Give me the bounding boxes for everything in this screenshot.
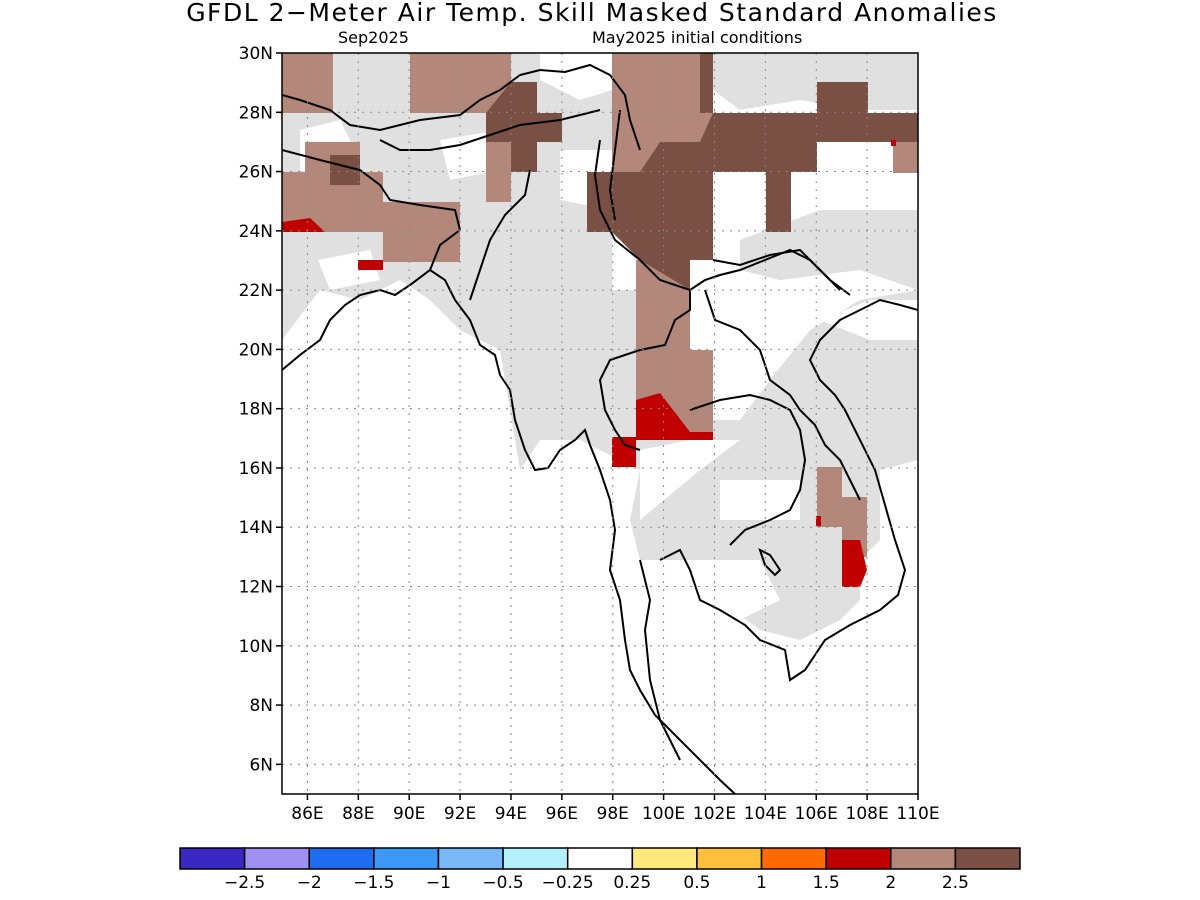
lat-tick-label: 28N [239, 103, 273, 123]
lon-tick-label: 88E [342, 804, 374, 824]
colorbar-label: 2.5 [942, 873, 969, 893]
colorbar-label: 2 [885, 873, 896, 893]
colorbar-swatch [243, 847, 310, 870]
lat-tick-label: 8N [249, 696, 273, 716]
colorbar-swatch [179, 847, 246, 870]
colorbar-swatch [825, 847, 892, 870]
colorbar-swatch [631, 847, 698, 870]
lon-tick-label: 94E [495, 804, 527, 824]
lat-tick-label: 22N [239, 281, 273, 301]
anomaly-1.5-to-2 [282, 140, 896, 587]
anomaly-above-2.5 [330, 53, 918, 290]
latitude-axis: 30N 28N 26N 24N 22N 20N 18N 16N 14N 12N 10N 8N 6N [239, 44, 282, 775]
initial-conditions-label: May2025 initial conditions [592, 28, 803, 47]
colorbar-label: 0.25 [613, 873, 651, 893]
colorbar-label: −2 [297, 873, 322, 893]
lat-tick-label: 26N [239, 163, 273, 183]
colorbar-label: −2.5 [224, 873, 265, 893]
lat-tick-label: 12N [239, 578, 273, 598]
colorbar-label: −1.5 [353, 873, 394, 893]
lon-tick-label: 100E [642, 804, 685, 824]
chart-title: GFDL 2−Meter Air Temp. Skill Masked Stan… [186, 0, 998, 27]
colorbar-label: −1 [426, 873, 451, 893]
lat-tick-label: 24N [239, 222, 273, 242]
lon-tick-label: 108E [846, 804, 889, 824]
anomaly-2-to-2.5 [282, 53, 918, 557]
colorbar-swatch [890, 847, 957, 870]
colorbar: −2.5 −2 −1.5 −1 −0.5 −0.25 0.25 0.5 1 1.5 2 2.5 [179, 847, 1021, 893]
lat-tick-label: 16N [239, 459, 273, 479]
gulf-of-thailand-coastline [659, 298, 918, 682]
lon-tick-label: 98E [597, 804, 629, 824]
colorbar-swatch [437, 847, 504, 870]
border-laos-vietnam [704, 289, 861, 501]
border-himalaya [282, 63, 641, 151]
target-month-label: Sep2025 [338, 28, 409, 47]
lon-tick-label: 86E [291, 804, 323, 824]
colorbar-label: 1 [756, 873, 767, 893]
colorbar-swatch [502, 847, 569, 870]
colorbar-swatch [954, 847, 1021, 870]
colorbar-swatch [760, 847, 827, 870]
lat-tick-label: 18N [239, 400, 273, 420]
colorbar-label: −0.25 [542, 873, 594, 893]
border-myanmar-east [469, 139, 851, 301]
lat-tick-label: 10N [239, 637, 273, 657]
bay-of-bengal-coastline [282, 268, 736, 794]
graticule [282, 53, 918, 794]
lon-tick-label: 106E [795, 804, 838, 824]
lat-tick-label: 20N [239, 340, 273, 360]
colorbar-label: 1.5 [813, 873, 840, 893]
colorbar-swatch [308, 847, 375, 870]
lat-tick-label: 6N [249, 755, 273, 775]
border-tibet [379, 109, 601, 151]
lon-tick-label: 90E [393, 804, 425, 824]
border-india-bangladesh [282, 149, 462, 271]
longitude-axis: 86E 88E 90E 92E 94E 96E 98E 100E 102E 104E 106E 108… [291, 794, 940, 824]
colorbar-swatch [696, 847, 763, 870]
near-zero-region [282, 53, 918, 794]
lon-tick-label: 96E [546, 804, 578, 824]
colorbar-swatch [373, 847, 440, 870]
border-cambodia [689, 393, 807, 546]
anomaly-fills [282, 53, 918, 794]
border-thailand-laos [598, 290, 691, 451]
lake-tonle-sap [758, 548, 782, 577]
lon-tick-label: 110E [896, 804, 939, 824]
lon-tick-label: 102E [693, 804, 736, 824]
colorbar-label: −0.5 [482, 873, 523, 893]
lon-tick-label: 104E [744, 804, 787, 824]
colorbar-swatch [566, 847, 634, 870]
coastlines-and-borders [282, 63, 918, 794]
colorbar-label: 0.5 [683, 873, 710, 893]
map-frame [281, 52, 919, 795]
border-vietnam-north [712, 248, 841, 291]
lat-tick-label: 14N [239, 518, 273, 538]
lat-tick-label: 30N [239, 44, 273, 64]
lon-tick-label: 92E [444, 804, 476, 824]
